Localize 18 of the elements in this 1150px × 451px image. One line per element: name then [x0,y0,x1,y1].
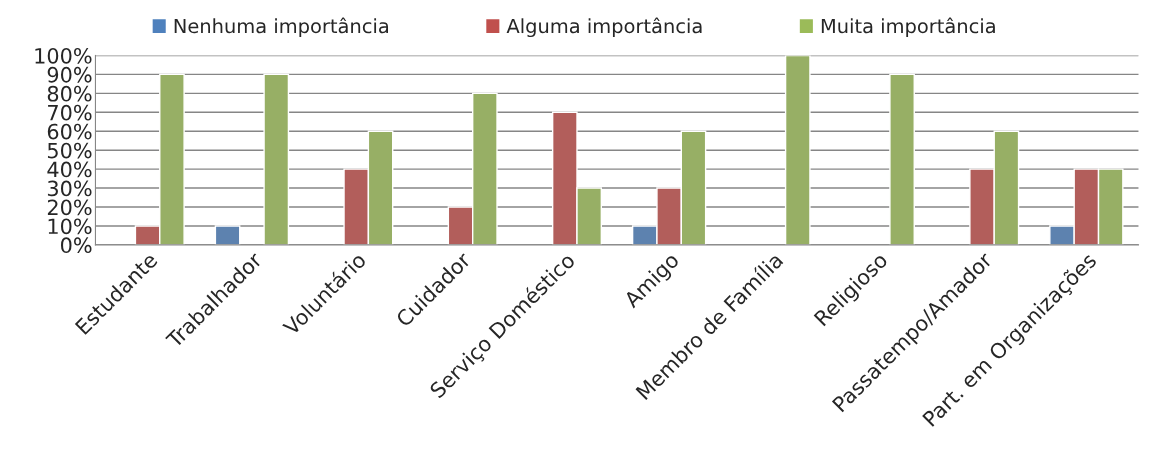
y-tick-label: 80% [47,85,92,102]
y-tick-label: 60% [47,123,92,140]
legend-label: Nenhuma importância [174,17,389,38]
y-tick-label: 10% [48,218,92,235]
y-tick-label: 70% [48,104,92,121]
y-tick-label: 50% [47,142,92,159]
legend-label: Alguma importância [506,17,702,38]
bar [889,73,915,245]
y-tick-label: 90% [47,66,92,83]
y-tick-label: 100% [35,47,92,64]
bar [263,73,290,245]
y-tick-label: 40% [47,161,92,178]
bar [214,225,241,245]
y-tick-label: 0% [61,237,92,254]
y-tick-label: 20% [47,199,92,216]
bar [784,55,811,245]
y-tick-label: 30% [47,180,92,197]
legend-label: Muita importância [821,17,995,38]
